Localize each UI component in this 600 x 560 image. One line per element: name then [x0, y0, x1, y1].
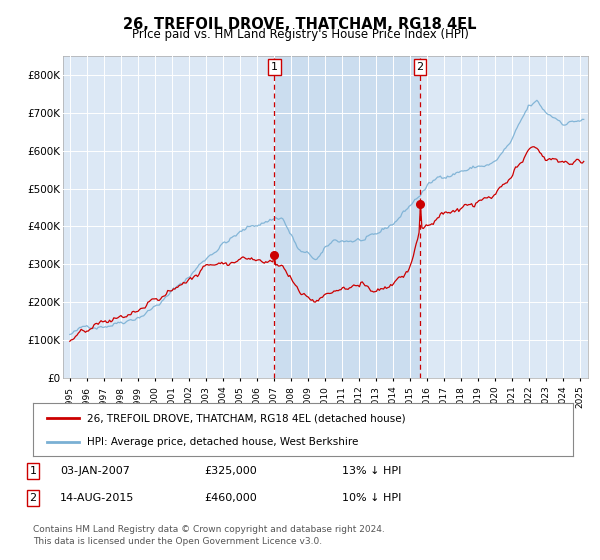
Text: 26, TREFOIL DROVE, THATCHAM, RG18 4EL (detached house): 26, TREFOIL DROVE, THATCHAM, RG18 4EL (d… — [87, 413, 406, 423]
Text: Price paid vs. HM Land Registry's House Price Index (HPI): Price paid vs. HM Land Registry's House … — [131, 28, 469, 41]
Text: £460,000: £460,000 — [204, 493, 257, 503]
Text: Contains HM Land Registry data © Crown copyright and database right 2024.
This d: Contains HM Land Registry data © Crown c… — [33, 525, 385, 545]
Text: 13% ↓ HPI: 13% ↓ HPI — [342, 466, 401, 476]
Text: 2: 2 — [29, 493, 37, 503]
Bar — [274, 56, 420, 378]
Text: £325,000: £325,000 — [204, 466, 257, 476]
Text: 03-JAN-2007: 03-JAN-2007 — [60, 466, 130, 476]
Text: 14-AUG-2015: 14-AUG-2015 — [60, 493, 134, 503]
Text: 1: 1 — [29, 466, 37, 476]
Text: 2: 2 — [416, 62, 424, 72]
Text: HPI: Average price, detached house, West Berkshire: HPI: Average price, detached house, West… — [87, 436, 358, 446]
Text: 26, TREFOIL DROVE, THATCHAM, RG18 4EL: 26, TREFOIL DROVE, THATCHAM, RG18 4EL — [123, 17, 477, 32]
Text: 1: 1 — [271, 62, 278, 72]
Text: 10% ↓ HPI: 10% ↓ HPI — [342, 493, 401, 503]
